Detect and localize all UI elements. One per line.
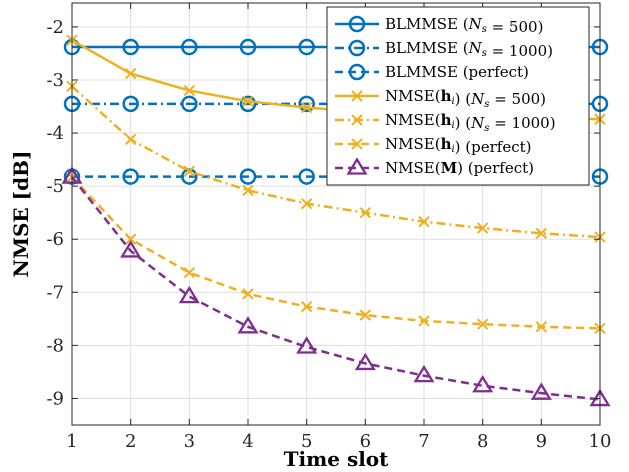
data-point — [181, 168, 198, 185]
x-tick-label: 3 — [184, 431, 195, 452]
plot-frame — [71, 2, 601, 426]
x-tick-label: 8 — [477, 431, 488, 452]
series-6 — [61, 166, 611, 407]
series-5 — [66, 171, 606, 335]
data-point — [242, 95, 254, 107]
data-point — [181, 38, 198, 56]
legend-label: BLMMSE (Ns = 1000) — [385, 39, 553, 60]
y-tick-label: -6 — [46, 229, 64, 250]
legend-entry: NMSE(hi) (Ns = 500) — [335, 87, 546, 110]
legend-marker — [348, 15, 366, 33]
data-point — [239, 38, 257, 56]
data-point — [124, 233, 137, 245]
data-point — [418, 215, 430, 228]
legend: BLMMSE (Ns = 500) BLMMSE (Ns = 1000) BLMMS… — [326, 6, 590, 186]
data-point — [239, 168, 257, 185]
data-point — [300, 300, 313, 313]
data-point — [535, 321, 548, 333]
data-point — [418, 315, 430, 327]
legend-marker — [348, 63, 366, 81]
legend-marker — [346, 157, 368, 175]
data-point — [354, 352, 376, 371]
data-point — [122, 95, 139, 113]
x-tick-label: 1 — [66, 431, 77, 452]
data-point — [300, 197, 313, 210]
x-tick-label: 7 — [418, 431, 429, 452]
series-4 — [66, 80, 606, 243]
data-point — [535, 227, 548, 240]
x-tick-label: 2 — [125, 431, 136, 452]
data-point — [413, 364, 435, 383]
data-point — [122, 168, 139, 185]
x-tick-label: 6 — [360, 431, 371, 452]
data-point — [359, 206, 372, 219]
y-tick-label: -7 — [46, 282, 64, 303]
data-point — [239, 95, 257, 113]
x-axis-label: Time slot — [284, 447, 390, 471]
axis-ticks: 1 2 3 4 5 6 7 8 9 10 -9 -8 -7 -6 -5 -4 -3 -2 — [46, 3, 611, 452]
series-line — [71, 176, 601, 330]
x-tick-label: 5 — [301, 431, 312, 452]
legend-label: BLMMSE (Ns = 500) — [385, 15, 543, 36]
y-tick-label: -2 — [46, 17, 64, 38]
data-point — [242, 288, 254, 300]
data-point — [122, 38, 139, 56]
legend-label: NMSE(hi) (Ns = 500) — [385, 87, 546, 110]
legend-label: BLMMSE (perfect) — [385, 63, 529, 81]
data-point — [298, 95, 315, 113]
y-tick-label: -9 — [46, 388, 64, 409]
data-point — [530, 382, 552, 400]
data-point — [183, 84, 196, 97]
legend-entry: BLMMSE (perfect) — [335, 63, 529, 81]
legend-label: NMSE(hi) (perfect) — [385, 135, 532, 156]
legend-label: NMSE(M) (perfect) — [385, 159, 534, 177]
y-tick-label: -8 — [46, 335, 64, 356]
data-point — [120, 240, 142, 258]
legend-entry: NMSE(hi) (perfect) — [335, 135, 532, 156]
y-tick-label: -4 — [46, 123, 64, 144]
data-point — [359, 309, 372, 321]
x-tick-label: 4 — [242, 431, 253, 452]
data-point — [300, 101, 313, 114]
legend-entry: NMSE(hi) (Ns = 1000) — [335, 111, 556, 134]
data-point — [183, 165, 196, 177]
data-point — [476, 318, 489, 330]
data-point — [124, 67, 137, 80]
data-point — [124, 133, 137, 146]
legend-marker — [351, 138, 363, 150]
legend-entry: BLMMSE (Ns = 500) — [335, 15, 543, 36]
x-tick-label: 9 — [536, 431, 547, 452]
data-point — [237, 316, 259, 334]
data-point — [298, 38, 315, 56]
series-line — [71, 176, 601, 401]
legend-entry: NMSE(M) (perfect) — [335, 157, 534, 177]
data-point — [296, 336, 318, 354]
legend-entry: BLMMSE (Ns = 1000) — [335, 39, 553, 60]
legend-marker — [351, 90, 363, 102]
legend-marker — [351, 114, 363, 126]
data-point — [178, 285, 200, 304]
data-point — [298, 168, 315, 185]
y-tick-label: -3 — [46, 70, 64, 91]
data-point — [183, 266, 196, 279]
legend-marker — [348, 39, 366, 57]
legend-label: NMSE(hi) (Ns = 1000) — [385, 111, 556, 134]
y-tick-label: -5 — [46, 176, 64, 197]
x-tick-label: 10 — [589, 431, 612, 452]
y-axis-label: NMSE [dB] — [9, 151, 33, 278]
data-point — [242, 184, 254, 197]
data-point — [181, 95, 198, 113]
data-point — [472, 375, 494, 393]
data-point — [476, 222, 489, 234]
